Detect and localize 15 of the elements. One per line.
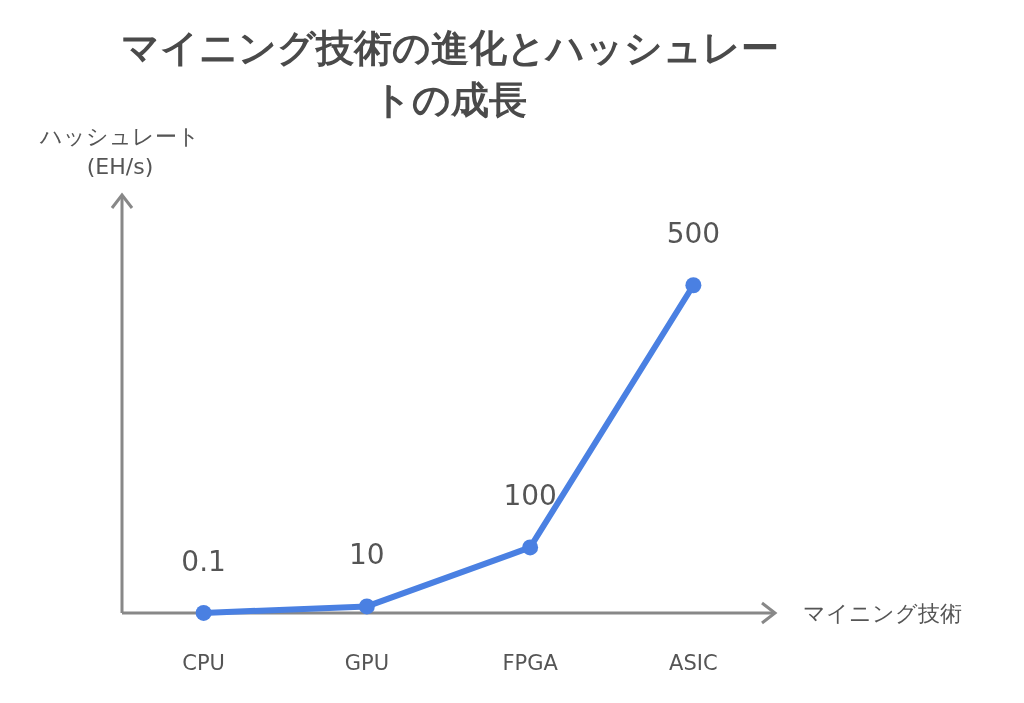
data-label: 10 xyxy=(349,538,385,572)
point xyxy=(195,604,212,621)
x-tick-label: FPGA xyxy=(502,651,559,675)
x-tick-label: ASIC xyxy=(669,651,718,675)
point xyxy=(522,539,539,556)
data-label: 100 xyxy=(503,479,557,513)
data-label: 500 xyxy=(666,217,721,251)
x-axis-title: マイニング技術 xyxy=(803,601,962,626)
data-label: 0.1 xyxy=(181,544,226,578)
point xyxy=(358,598,375,615)
point xyxy=(685,277,702,294)
x-tick-label: CPU xyxy=(182,651,225,675)
chart-title: マイニング技術の進化とハッシュレートの成長 xyxy=(121,26,779,122)
x-tick-label: GPU xyxy=(344,651,390,675)
y-axis-title: ハッシュレート (EH/s) xyxy=(39,123,201,181)
